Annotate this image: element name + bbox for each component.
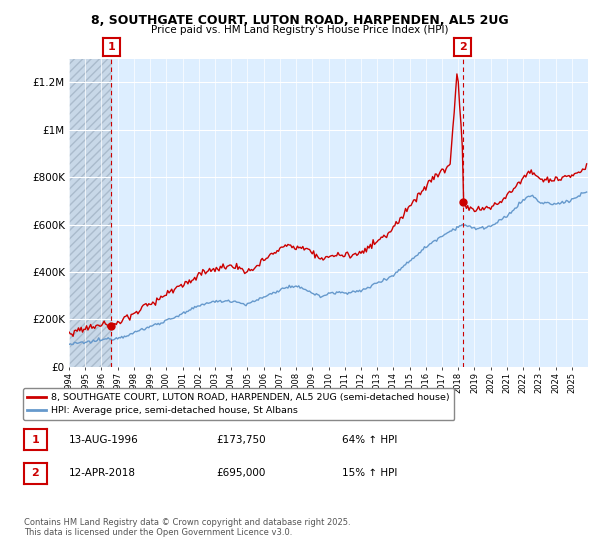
- Text: 64% ↑ HPI: 64% ↑ HPI: [342, 435, 397, 445]
- Text: 12-APR-2018: 12-APR-2018: [69, 468, 136, 478]
- Text: 13-AUG-1996: 13-AUG-1996: [69, 435, 139, 445]
- Text: 1: 1: [32, 435, 39, 445]
- Text: 2: 2: [459, 42, 467, 52]
- Text: Price paid vs. HM Land Registry's House Price Index (HPI): Price paid vs. HM Land Registry's House …: [151, 25, 449, 35]
- Bar: [69, 59, 112, 367]
- Text: 2: 2: [32, 468, 39, 478]
- Text: 1: 1: [107, 42, 115, 52]
- Legend: 8, SOUTHGATE COURT, LUTON ROAD, HARPENDEN, AL5 2UG (semi-detached house), HPI: A: 8, SOUTHGATE COURT, LUTON ROAD, HARPENDE…: [23, 388, 454, 419]
- Bar: [69, 59, 112, 367]
- Text: £173,750: £173,750: [216, 435, 266, 445]
- Text: 15% ↑ HPI: 15% ↑ HPI: [342, 468, 397, 478]
- Text: Contains HM Land Registry data © Crown copyright and database right 2025.
This d: Contains HM Land Registry data © Crown c…: [24, 518, 350, 538]
- Text: £695,000: £695,000: [216, 468, 265, 478]
- Text: 8, SOUTHGATE COURT, LUTON ROAD, HARPENDEN, AL5 2UG: 8, SOUTHGATE COURT, LUTON ROAD, HARPENDE…: [91, 14, 509, 27]
